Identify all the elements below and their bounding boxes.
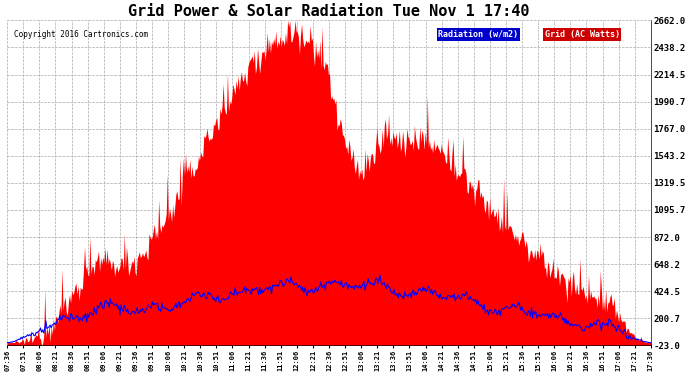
- Text: Grid (AC Watts): Grid (AC Watts): [544, 30, 620, 39]
- Text: Copyright 2016 Cartronics.com: Copyright 2016 Cartronics.com: [14, 30, 148, 39]
- Title: Grid Power & Solar Radiation Tue Nov 1 17:40: Grid Power & Solar Radiation Tue Nov 1 1…: [128, 4, 530, 19]
- Text: Radiation (w/m2): Radiation (w/m2): [438, 30, 518, 39]
